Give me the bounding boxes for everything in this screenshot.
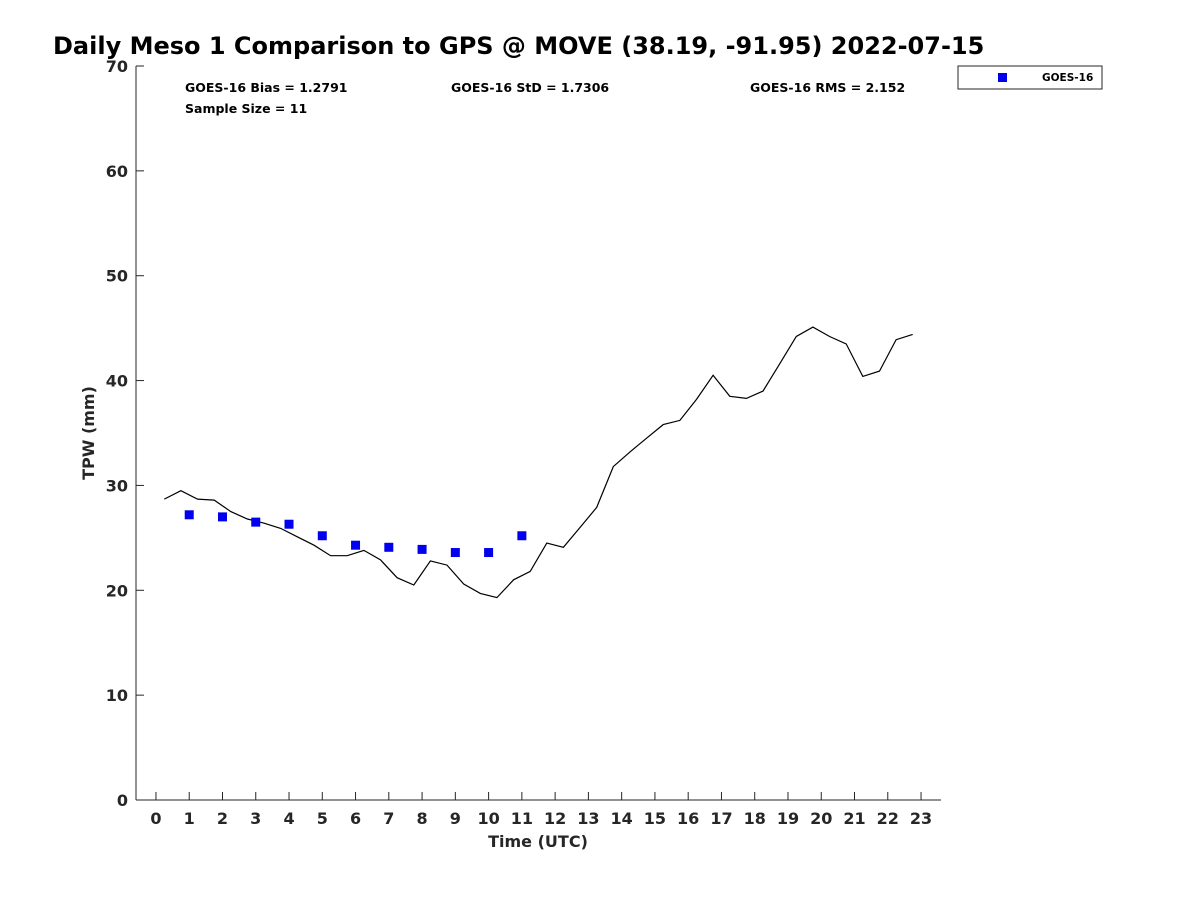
goes16-marker bbox=[284, 519, 294, 529]
y-tick-label: 10 bbox=[106, 686, 128, 705]
y-tick-label: 60 bbox=[106, 162, 128, 181]
x-tick-label: 12 bbox=[544, 809, 566, 828]
chart-title: Daily Meso 1 Comparison to GPS @ MOVE (3… bbox=[53, 32, 984, 60]
x-tick-label: 16 bbox=[677, 809, 699, 828]
y-tick-label: 70 bbox=[106, 57, 128, 76]
y-tick-label: 50 bbox=[106, 267, 128, 286]
x-tick-label: 20 bbox=[810, 809, 832, 828]
x-axis-ticks: 0 1 2 3 4 5 6 7 8 9 10 11 12 13 14 15 16 17 18 19 20 21 22 23 bbox=[150, 792, 932, 828]
x-tick-label: 9 bbox=[450, 809, 461, 828]
y-axis-label: TPW (mm) bbox=[79, 386, 98, 480]
goes16-marker bbox=[184, 510, 194, 520]
y-axis-ticks: 0 10 20 30 40 50 60 70 bbox=[106, 57, 144, 810]
y-tick-label: 30 bbox=[106, 476, 128, 495]
x-tick-label: 17 bbox=[710, 809, 732, 828]
legend-marker-goes16 bbox=[998, 73, 1007, 82]
x-tick-label: 3 bbox=[250, 809, 261, 828]
x-tick-label: 6 bbox=[350, 809, 361, 828]
x-tick-label: 18 bbox=[744, 809, 766, 828]
goes16-marker bbox=[450, 548, 460, 558]
goes16-marker bbox=[351, 540, 361, 550]
legend: GOES-16 bbox=[957, 65, 1103, 90]
x-tick-label: 2 bbox=[217, 809, 228, 828]
goes16-marker bbox=[517, 531, 527, 541]
y-tick-label: 20 bbox=[106, 581, 128, 600]
x-tick-label: 22 bbox=[877, 809, 899, 828]
x-tick-label: 8 bbox=[417, 809, 428, 828]
x-tick-label: 1 bbox=[184, 809, 195, 828]
x-tick-label: 5 bbox=[317, 809, 328, 828]
goes16-marker bbox=[384, 542, 394, 552]
x-tick-label: 23 bbox=[910, 809, 932, 828]
x-axis-label: Time (UTC) bbox=[488, 832, 588, 851]
goes16-marker bbox=[417, 544, 427, 554]
std-annotation: GOES-16 StD = 1.7306 bbox=[451, 80, 609, 95]
x-tick-label: 19 bbox=[777, 809, 799, 828]
series-markers bbox=[184, 510, 527, 558]
x-tick-label: 11 bbox=[511, 809, 533, 828]
bias-annotation: GOES-16 Bias = 1.2791 bbox=[185, 80, 347, 95]
goes16-marker bbox=[317, 531, 327, 541]
x-tick-label: 14 bbox=[611, 809, 633, 828]
x-tick-label: 13 bbox=[577, 809, 599, 828]
x-tick-label: 21 bbox=[843, 809, 865, 828]
series-lines bbox=[164, 326, 913, 599]
x-tick-label: 10 bbox=[477, 809, 499, 828]
goes16-marker bbox=[251, 517, 261, 527]
legend-box bbox=[957, 65, 1103, 90]
x-tick-label: 0 bbox=[150, 809, 161, 828]
legend-label-goes16: GOES-16 bbox=[1042, 72, 1093, 84]
x-tick-label: 7 bbox=[383, 809, 394, 828]
y-tick-label: 0 bbox=[117, 791, 128, 810]
gps-tpw-line bbox=[164, 326, 913, 599]
goes16-marker bbox=[217, 512, 227, 522]
rms-annotation: GOES-16 RMS = 2.152 bbox=[750, 80, 905, 95]
x-tick-label: 4 bbox=[283, 809, 294, 828]
goes16-marker bbox=[484, 548, 494, 558]
sample-size-annotation: Sample Size = 11 bbox=[185, 101, 307, 116]
y-tick-label: 40 bbox=[106, 372, 128, 391]
x-tick-label: 15 bbox=[644, 809, 666, 828]
